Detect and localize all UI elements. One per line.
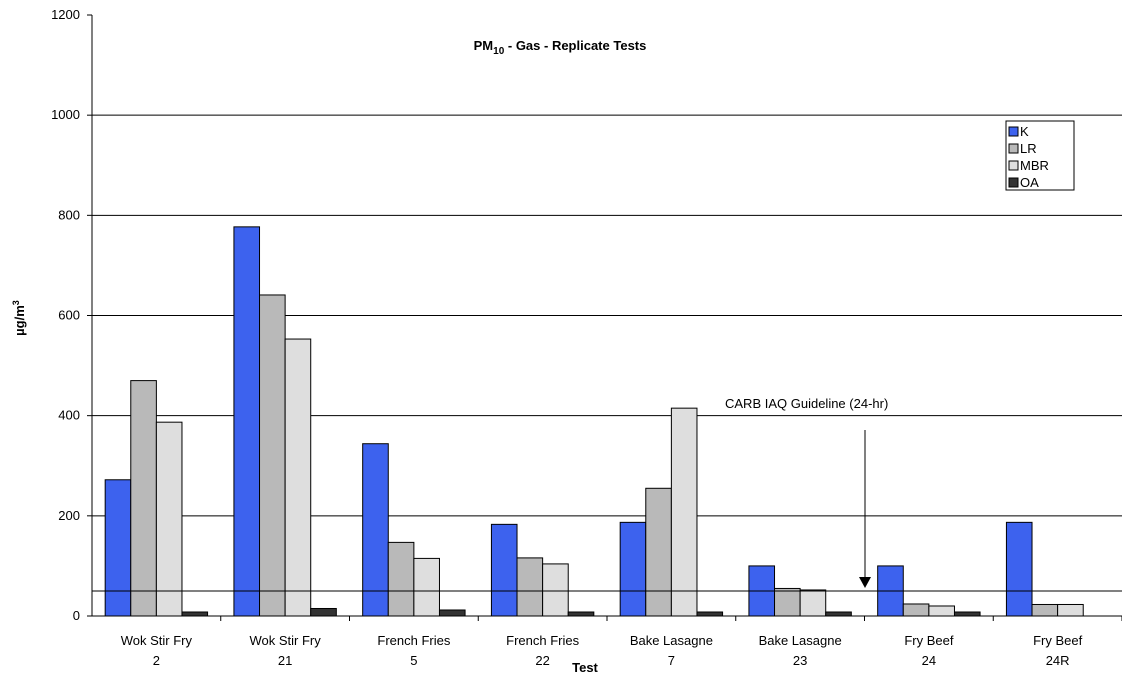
bar [902,603,930,617]
bar [645,487,672,617]
bar [310,607,337,617]
x-tick-label: 7 [668,653,675,668]
y-tick-label: 1200 [51,7,80,22]
x-tick-label: Wok Stir Fry [121,633,193,648]
x-tick-label: Bake Lasagne [759,633,842,648]
title-sub: 10 [493,46,505,57]
bar [1057,603,1084,617]
bar [953,611,981,617]
bar [155,421,183,617]
x-tick-label: 22 [535,653,549,668]
bar [233,226,261,617]
y-tick-label: 0 [73,608,80,623]
legend-label: LR [1020,141,1037,156]
x-tick-label: 24 [922,653,936,668]
title-main: PM [474,38,494,53]
bar [130,380,157,617]
legend-swatch [1008,126,1019,137]
bar [825,611,852,617]
bar [1005,521,1033,617]
bar [696,611,724,617]
bar [104,479,132,617]
y-tick-label: 1000 [51,107,80,122]
x-tick-label: 21 [278,653,292,668]
x-tick-label: 23 [793,653,807,668]
legend-swatch [1008,143,1019,154]
title-rest: - Gas - Replicate Tests [504,38,646,53]
y-axis-label: µg/m3 [11,300,27,336]
bar [490,523,518,617]
chart-title: PM10 - Gas - Replicate Tests [474,38,647,57]
bar [619,521,647,617]
annotation: CARB IAQ Guideline (24-hr) [725,396,888,411]
x-tick-label: Fry Beef [904,633,954,648]
legend-label: OA [1020,175,1039,190]
bar [928,605,955,617]
y-tick-label: 400 [58,408,80,423]
legend-label: MBR [1020,158,1049,173]
x-tick-label: 5 [410,653,417,668]
legend-swatch [1008,160,1019,171]
bar [284,338,312,617]
x-tick-label: 24R [1046,653,1070,668]
bar [387,541,415,617]
bar [799,589,827,617]
bar [1031,603,1059,617]
x-tick-label: 2 [153,653,160,668]
bar [413,557,440,617]
x-axis-label: Test [572,660,598,675]
bar [542,563,569,617]
bar [774,587,801,617]
arrow-head [859,576,871,588]
x-tick-label: Fry Beef [1033,633,1083,648]
y-label-sup: 3 [11,300,21,305]
bar [259,294,286,617]
x-tick-label: French Fries [506,633,579,648]
bar [362,443,389,617]
y-label-main: µg/m [12,305,27,336]
y-tick-label: 200 [58,508,80,523]
bar [438,609,466,617]
x-tick-label: Wok Stir Fry [249,633,321,648]
bar [567,611,595,617]
bar [181,611,209,617]
bar [516,557,544,617]
legend-label: K [1020,124,1029,139]
y-tick-label: 600 [58,308,80,323]
legend-swatch [1008,177,1019,188]
x-tick-label: French Fries [377,633,450,648]
x-tick-label: Bake Lasagne [630,633,713,648]
bar [670,407,698,617]
y-tick-label: 800 [58,207,80,222]
